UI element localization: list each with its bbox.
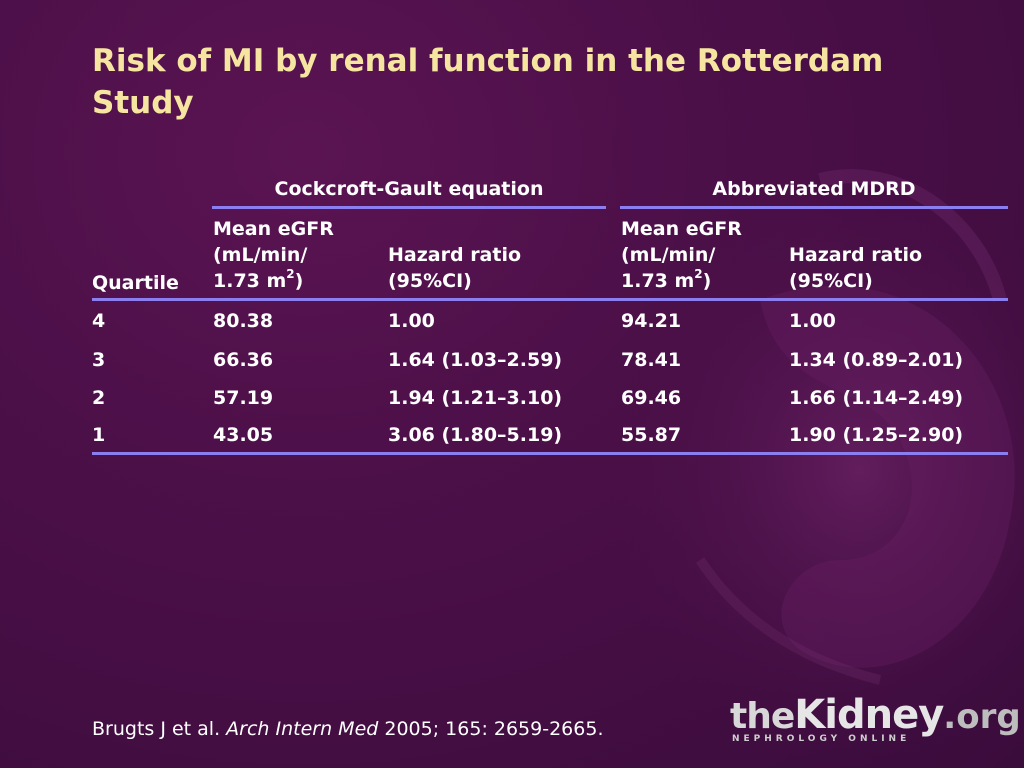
cell-quartile: 1 [92,424,106,446]
cell-cg-hazard: 1.64 (1.03–2.59) [388,349,563,371]
logo-tagline: NEPHROLOGY ONLINE [732,734,911,744]
cell-cg-hazard: 3.06 (1.80–5.19) [388,424,563,446]
bottom-rule [92,452,1008,455]
cell-cg-hazard: 1.94 (1.21–3.10) [388,387,563,409]
citation-footer: Brugts J et al. Arch Intern Med 2005; 16… [92,718,604,740]
cell-cg-egfr: 43.05 [213,424,274,446]
cell-quartile: 4 [92,310,106,332]
header-rule [92,298,1008,301]
column-header-mdrd-hazard: Hazard ratio (95%CI) [789,244,923,292]
cell-cg-hazard: 1.00 [388,310,435,332]
cell-mdrd-egfr: 69.46 [621,387,682,409]
cell-mdrd-egfr: 55.87 [621,424,682,446]
cell-quartile: 3 [92,349,106,371]
column-header-mdrd-egfr: Mean eGFR (mL/min/ 1.73 m2) [621,218,742,292]
group-rule-mdrd [620,206,1008,209]
cell-mdrd-hazard: 1.00 [789,310,836,332]
cell-mdrd-hazard: 1.66 (1.14–2.49) [789,387,964,409]
cell-mdrd-hazard: 1.90 (1.25–2.90) [789,424,964,446]
group-header-mdrd: Abbreviated MDRD [712,178,916,200]
cell-cg-egfr: 57.19 [213,387,274,409]
cell-quartile: 2 [92,387,106,409]
cell-cg-egfr: 80.38 [213,310,274,332]
group-rule-cockcroft-gault [212,206,606,209]
column-header-cg-egfr: Mean eGFR (mL/min/ 1.73 m2) [213,218,334,292]
slide-title: Risk of MI by renal function in the Rott… [92,43,884,121]
cell-mdrd-hazard: 1.34 (0.89–2.01) [789,349,964,371]
cell-mdrd-egfr: 78.41 [621,349,682,371]
column-header-quartile: Quartile [92,272,179,294]
cell-cg-egfr: 66.36 [213,349,274,371]
group-header-cockcroft-gault: Cockcroft-Gault equation [274,178,544,200]
column-header-cg-hazard: Hazard ratio (95%CI) [388,244,522,292]
cell-mdrd-egfr: 94.21 [621,310,682,332]
thekidney-org-logo: theKidney.org NEPHROLOGY ONLINE [730,692,1021,744]
